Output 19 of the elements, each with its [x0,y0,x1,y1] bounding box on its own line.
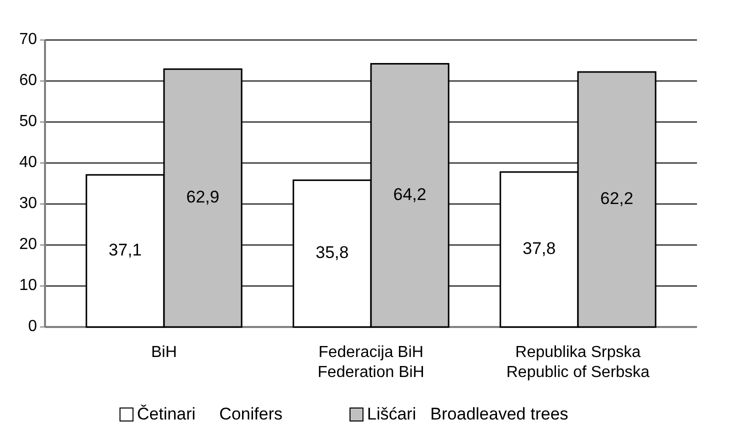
y-tick-label: 70 [19,31,38,48]
x-tick-label: Republika Srpska Republic of Serbska [506,344,650,381]
data-label: 64,2 [393,184,426,204]
y-tick-label: 40 [19,154,38,172]
y-tick-label: 50 [19,113,38,130]
y-tick-label: 20 [19,236,38,254]
legend-label: Četinari Conifers [137,404,282,424]
y-tick-label: 60 [19,72,38,90]
legend-label: Lišćari Broadleaved trees [367,404,568,424]
y-tick-label: 10 [19,277,38,294]
data-label: 62,9 [186,188,220,207]
data-label: 37,1 [108,240,142,260]
y-tick-label: 30 [19,195,38,212]
x-tick-label: BiH [151,344,177,361]
data-label: 37,8 [522,238,556,258]
y-tick-label: 0 [28,318,38,336]
data-label: 35,8 [316,243,349,262]
data-label: 62,2 [600,188,634,208]
x-tick-label: Federacija BiH Federation BiH [318,344,424,381]
